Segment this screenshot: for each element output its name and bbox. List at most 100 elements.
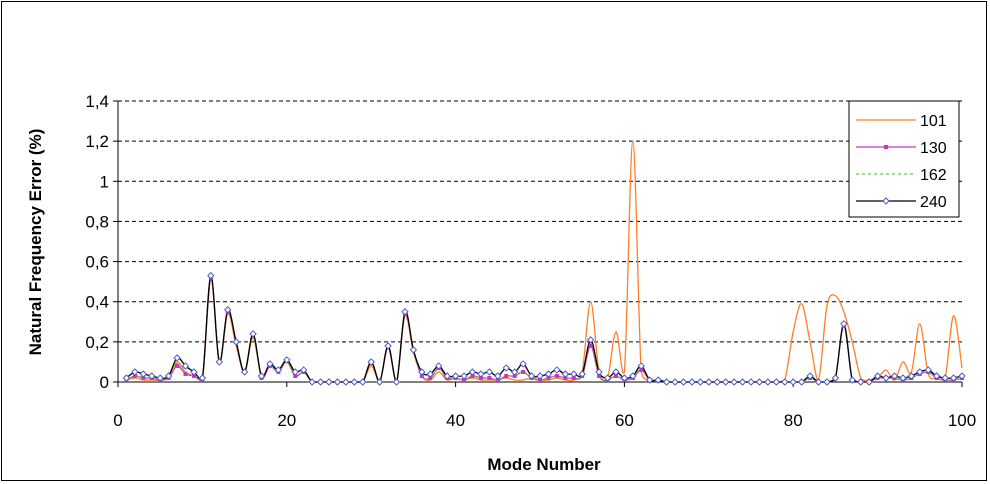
point-130-43 [478, 375, 483, 380]
point-240-61 [629, 372, 637, 380]
gridlines [118, 100, 962, 343]
y-tick-labels: 0 0,2 0,4 0,6 0,8 1 1,2 1,4 [85, 92, 118, 392]
point-240-71 [713, 378, 721, 386]
point-240-26 [333, 378, 342, 386]
point-240-73 [730, 378, 738, 386]
legend-label-162: 162 [920, 167, 947, 184]
point-240-29 [359, 378, 367, 386]
point-240-87 [848, 376, 856, 384]
point-240-72 [721, 378, 730, 386]
point-240-10 [198, 374, 207, 382]
point-240-57 [595, 368, 603, 376]
point-240-68 [688, 378, 696, 386]
point-240-56 [586, 336, 595, 344]
point-240-95 [916, 368, 924, 376]
point-240-60 [620, 374, 629, 382]
point-240-17 [257, 372, 266, 380]
point-240-66 [671, 378, 679, 386]
point-240-20 [283, 356, 291, 364]
point-240-47 [510, 368, 519, 376]
point-240-2 [131, 368, 139, 376]
legend: 101 130 162 240 [848, 100, 960, 218]
point-240-4 [148, 372, 156, 380]
point-240-82 [806, 372, 814, 380]
point-240-12 [215, 358, 223, 366]
point-240-52 [553, 366, 561, 374]
point-240-7 [173, 354, 181, 362]
point-240-78 [772, 378, 781, 386]
point-240-64 [654, 376, 662, 384]
y-tick-label-5: 1 [100, 172, 109, 191]
point-240-62 [637, 362, 645, 370]
point-130-41 [462, 377, 467, 382]
point-240-32 [384, 342, 392, 350]
point-240-54 [570, 370, 578, 378]
point-130-44 [487, 375, 492, 380]
x-tick-label-0: 0 [113, 411, 122, 430]
point-130-45 [495, 377, 500, 382]
point-240-30 [367, 358, 375, 366]
point-240-50 [536, 372, 544, 380]
point-240-8 [181, 362, 190, 370]
point-240-39 [443, 372, 451, 380]
point-130-36 [419, 373, 424, 378]
point-240-98 [941, 374, 949, 382]
point-240-35 [409, 346, 418, 354]
point-240-46 [502, 364, 510, 372]
y-tick-label-3: 0,6 [85, 253, 109, 272]
point-240-69 [696, 378, 705, 386]
legend-item-130: 130 [856, 140, 947, 157]
x-tick-labels: 0 20 40 60 80 100 [113, 382, 976, 430]
point-240-63 [646, 376, 654, 384]
series-line-162 [126, 274, 963, 383]
point-240-48 [519, 360, 527, 368]
y-tick-label-6: 1,2 [85, 132, 109, 151]
point-130-3 [141, 375, 146, 380]
point-130-52 [554, 373, 559, 378]
legend-marker-240 [882, 197, 890, 205]
point-240-34 [401, 308, 409, 316]
point-240-40 [451, 372, 460, 380]
series-line-130 [126, 276, 963, 383]
point-240-55 [578, 370, 586, 378]
point-240-75 [747, 378, 755, 386]
point-240-23 [308, 378, 316, 386]
point-130-42 [470, 373, 475, 378]
point-240-92 [890, 372, 899, 380]
x-tick-label-4: 80 [784, 411, 803, 430]
point-240-1 [122, 374, 131, 382]
point-130-9 [191, 373, 196, 378]
point-240-80 [789, 378, 797, 386]
point-240-94 [907, 372, 916, 380]
point-130-21 [293, 373, 298, 378]
point-240-70 [705, 378, 713, 386]
legend-item-240: 240 [856, 194, 947, 211]
x-tick-label-2: 40 [446, 411, 465, 430]
point-240-3 [139, 370, 148, 378]
point-240-9 [190, 368, 198, 376]
point-240-58 [603, 374, 612, 382]
point-130-54 [571, 375, 576, 380]
point-130-50 [538, 377, 542, 382]
point-240-22 [299, 366, 308, 374]
point-240-21 [291, 368, 299, 376]
point-240-99 [949, 374, 958, 382]
legend-marker-130 [884, 145, 888, 149]
x-tick-label-3: 60 [615, 411, 634, 430]
point-240-38 [435, 362, 443, 370]
point-240-49 [527, 372, 536, 380]
point-240-81 [797, 378, 806, 386]
point-130-37 [428, 375, 433, 380]
point-240-91 [882, 374, 890, 382]
point-240-84 [823, 378, 831, 386]
point-240-6 [164, 372, 173, 380]
point-240-83 [814, 378, 823, 386]
point-240-79 [781, 378, 789, 386]
legend-label-101: 101 [920, 113, 947, 130]
point-130-57 [597, 373, 602, 378]
point-240-5 [156, 374, 164, 382]
point-240-14 [232, 338, 240, 346]
point-240-27 [342, 378, 350, 386]
